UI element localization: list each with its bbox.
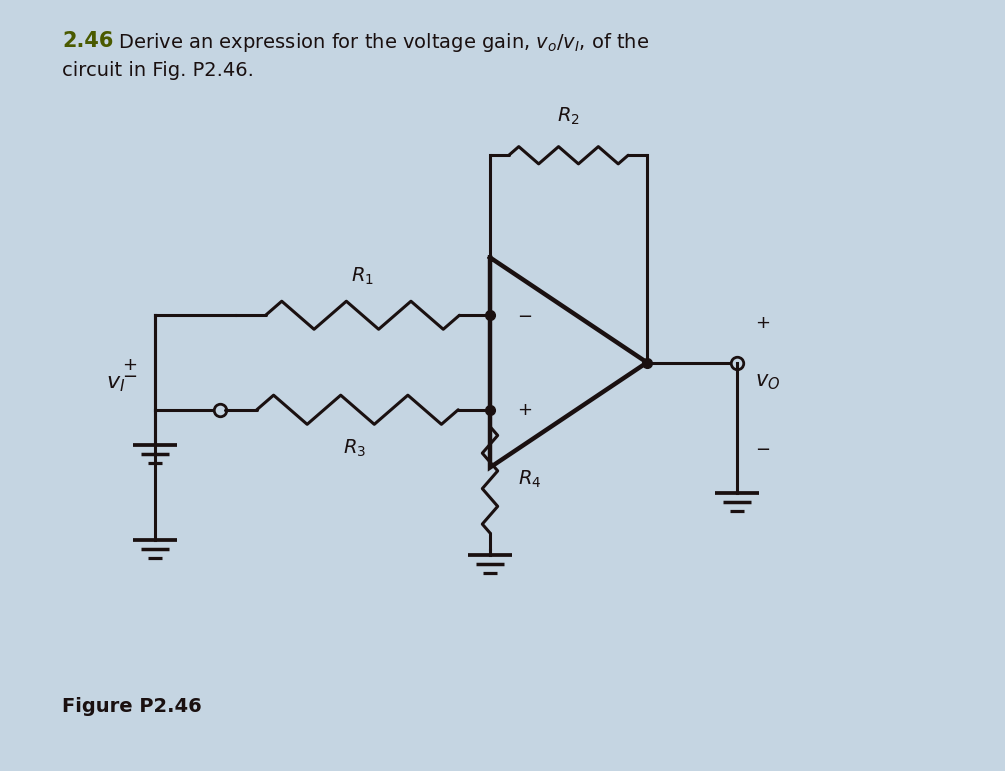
Text: Derive an expression for the voltage gain, $v_o/v_I$, of the: Derive an expression for the voltage gai… — [112, 31, 649, 54]
Text: $+$: $+$ — [122, 355, 137, 374]
Text: $R_2$: $R_2$ — [557, 106, 580, 127]
Text: $-$: $-$ — [755, 439, 770, 456]
Text: $R_3$: $R_3$ — [344, 438, 367, 459]
Text: $+$: $+$ — [755, 314, 770, 332]
Text: $+$: $+$ — [518, 401, 533, 419]
Text: $v_I$: $v_I$ — [106, 372, 125, 393]
Text: 2.46: 2.46 — [62, 31, 114, 51]
Text: $v_O$: $v_O$ — [755, 372, 780, 392]
Text: $-$: $-$ — [518, 306, 533, 325]
Text: circuit in Fig. P2.46.: circuit in Fig. P2.46. — [62, 61, 254, 80]
Text: Figure P2.46: Figure P2.46 — [62, 697, 202, 716]
Text: $R_4$: $R_4$ — [518, 469, 542, 490]
Text: $R_1$: $R_1$ — [351, 266, 374, 288]
Text: $-$: $-$ — [122, 366, 137, 384]
